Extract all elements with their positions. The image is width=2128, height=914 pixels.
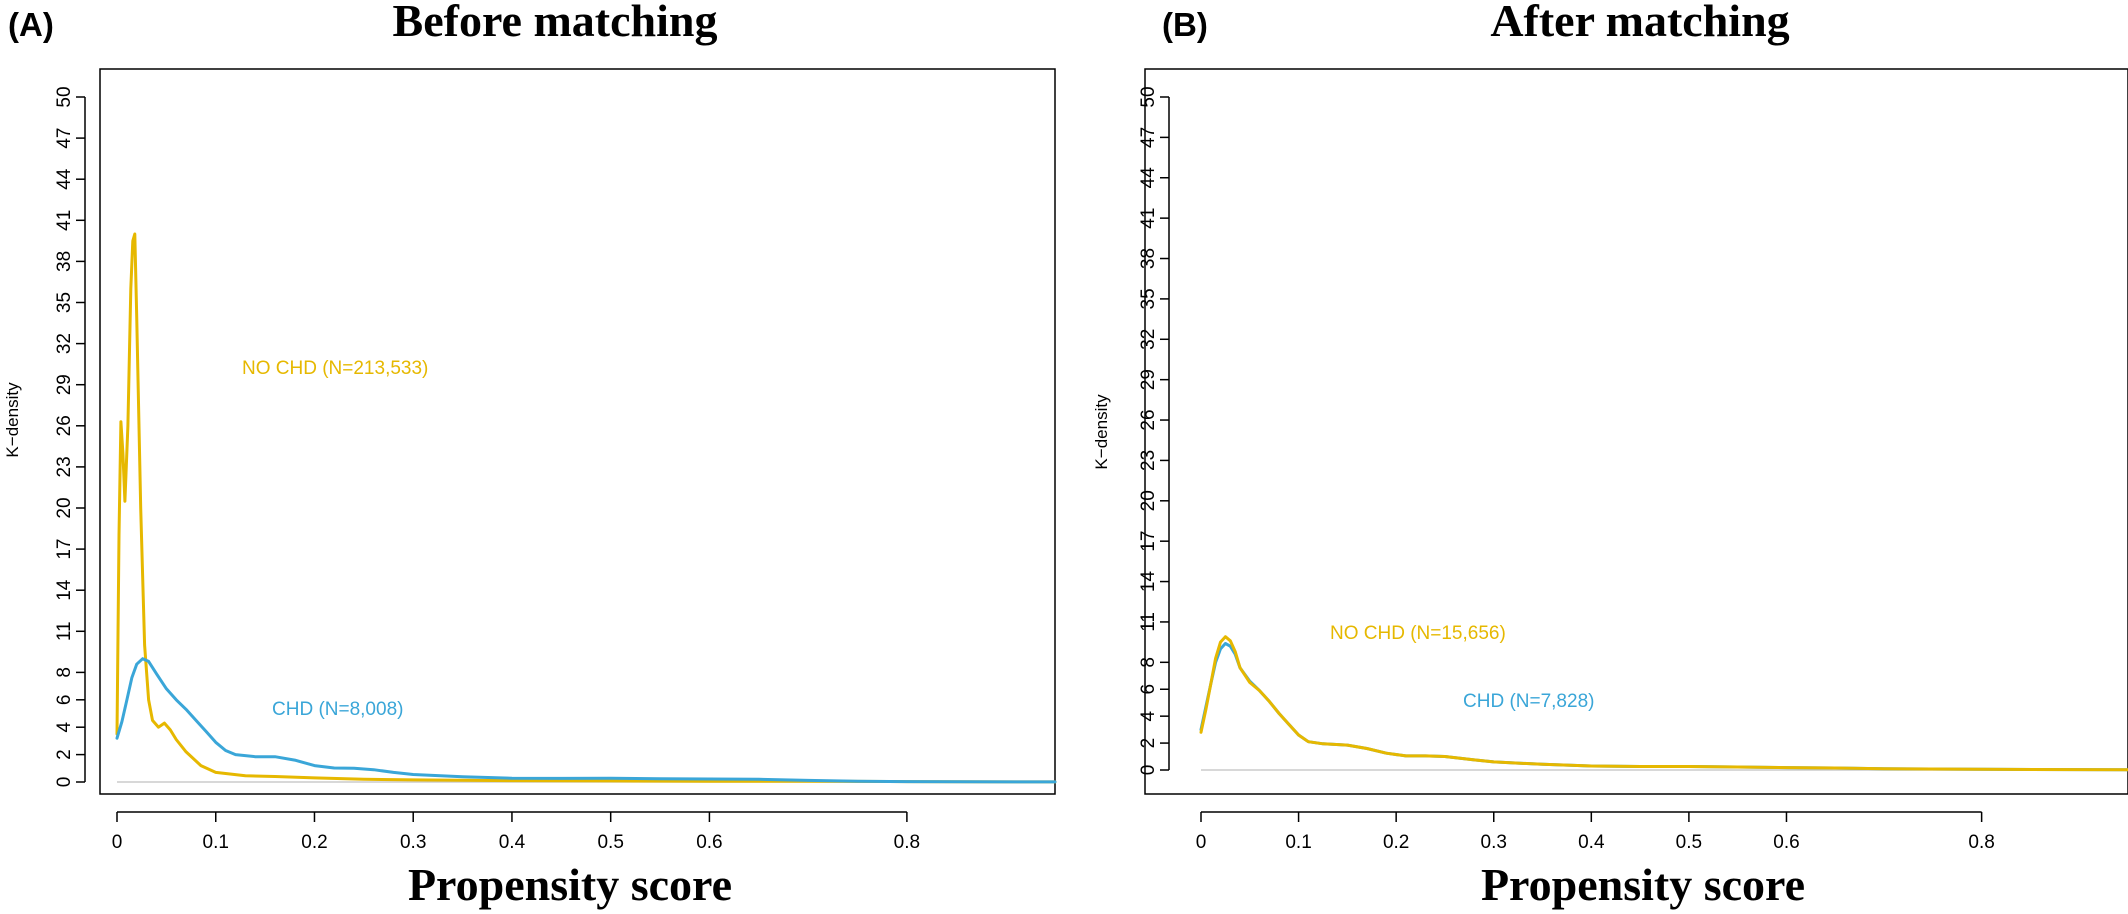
- panel-a-y-tick-label: 50: [54, 86, 75, 107]
- panel-a-y-axis: 0 2 4 6 8 11 14 17 20 23 26 29 32 35 38 41 44 47 50: [54, 86, 86, 788]
- panel-a-y-tick-label: 47: [54, 128, 75, 149]
- panel-b-letter: (B): [1162, 6, 1208, 43]
- panel-a-y-tick-label: 32: [54, 333, 75, 354]
- panel-b: (B) After matching 0 2 4 6 8 11 14 17 20 23 26 29 32…: [1092, 0, 2128, 910]
- panel-b-x-tick-label: 0.8: [1968, 832, 1994, 853]
- panel-b-no-chd-density-line: [1199, 635, 2128, 772]
- panel-b-x-tick-label: 0: [1196, 832, 1207, 853]
- panel-a-x-tick-label: 0.3: [400, 832, 426, 853]
- panel-b-x-tick-label: 0.5: [1676, 832, 1702, 853]
- panel-a-x-tick-label: 0: [112, 832, 123, 853]
- panel-a-y-axis-label: K−density: [3, 382, 22, 458]
- panel-a-x-tick-label: 0.1: [203, 832, 229, 853]
- panel-b-y-tick-label: 2: [1138, 738, 1159, 749]
- panel-b-title: After matching: [1490, 0, 1789, 46]
- panel-a-y-tick-label: 44: [54, 168, 75, 190]
- panel-a-chd-label: CHD (N=8,008): [272, 699, 403, 720]
- panel-b-x-axis-label: Propensity score: [1481, 859, 1805, 910]
- panel-a-series-layer: [115, 232, 1057, 784]
- panel-b-series-layer: [1199, 635, 2128, 772]
- panel-b-x-tick-label: 0.1: [1285, 832, 1311, 853]
- panel-b-y-tick-label: 23: [1138, 450, 1159, 471]
- panel-b-x-tick-label: 0.4: [1578, 832, 1605, 853]
- panel-a-x-axis-label: Propensity score: [408, 859, 732, 910]
- panel-a-y-tick-label: 0: [54, 777, 75, 788]
- panel-b-plot-frame: [1144, 68, 2128, 795]
- panel-b-y-tick-label: 20: [1138, 490, 1159, 511]
- panel-a-y-tick-label: 8: [54, 667, 75, 678]
- panel-a: (A) Before matching 0 2 4 6 8 11 14 17 20 23 26 29 3…: [3, 0, 1057, 910]
- panel-a-title: Before matching: [393, 0, 718, 46]
- panel-b-y-tick-label: 38: [1138, 248, 1159, 269]
- panel-b-y-tick-label: 0: [1138, 765, 1159, 776]
- panel-a-x-tick-label: 0.4: [499, 832, 526, 853]
- panel-b-x-tick-label: 0.3: [1481, 832, 1507, 853]
- panel-a-y-tick-label: 26: [54, 415, 75, 436]
- panel-a-x-tick-label: 0.2: [301, 832, 327, 853]
- panel-b-x-tick-label: 0.2: [1383, 832, 1409, 853]
- panel-b-y-tick-label: 14: [1138, 571, 1159, 593]
- panel-a-y-tick-label: 41: [54, 210, 75, 231]
- panel-a-x-tick-label: 0.8: [894, 832, 920, 853]
- panel-b-y-tick-label: 29: [1138, 369, 1159, 390]
- panel-b-y-tick-label: 6: [1138, 684, 1159, 695]
- panel-a-y-tick-label: 11: [54, 621, 75, 641]
- panel-a-letter: (A): [8, 6, 54, 43]
- panel-b-y-tick-label: 32: [1138, 329, 1159, 350]
- panel-a-y-tick-label: 20: [54, 497, 75, 518]
- panel-b-y-tick-label: 4: [1138, 710, 1159, 721]
- panel-b-y-tick-label: 44: [1138, 167, 1159, 189]
- panel-a-x-tick-label: 0.6: [696, 832, 722, 853]
- panel-a-no-chd-label: NO CHD (N=213,533): [242, 358, 428, 379]
- panel-a-y-tick-label: 38: [54, 251, 75, 272]
- panel-b-y-tick-label: 47: [1138, 127, 1159, 148]
- panel-b-y-axis: 0 2 4 6 8 11 14 17 20 23 26 29 32 35 38 41 44 47 50: [1138, 86, 1170, 776]
- panel-a-x-axis: 0 0.1 0.2 0.3 0.4 0.5 0.6 0.8: [112, 811, 920, 853]
- panel-b-y-tick-label: 11: [1138, 612, 1159, 632]
- panel-a-y-tick-label: 4: [54, 721, 75, 732]
- panel-a-y-tick-label: 14: [54, 579, 75, 601]
- panel-b-y-tick-label: 17: [1138, 531, 1159, 552]
- panel-b-y-tick-label: 35: [1138, 288, 1159, 309]
- panel-b-no-chd-label: NO CHD (N=15,656): [1330, 623, 1506, 644]
- panel-a-x-tick-label: 0.5: [597, 832, 623, 853]
- panel-b-y-tick-label: 8: [1138, 657, 1159, 668]
- panel-a-y-tick-label: 2: [54, 749, 75, 760]
- panel-b-y-tick-label: 41: [1138, 208, 1159, 229]
- panel-b-chd-label: CHD (N=7,828): [1463, 691, 1594, 712]
- panel-a-y-tick-label: 29: [54, 374, 75, 395]
- panel-a-chd-density-line: [115, 657, 1057, 784]
- panel-b-x-axis: 0 0.1 0.2 0.3 0.4 0.5 0.6 0.8: [1196, 811, 1995, 853]
- panel-a-no-chd-density-line: [115, 232, 1057, 784]
- panel-b-chd-density-line: [1199, 642, 2128, 772]
- panel-a-y-tick-label: 6: [54, 695, 75, 706]
- panel-b-y-tick-label: 26: [1138, 409, 1159, 430]
- panel-a-y-tick-label: 17: [54, 539, 75, 560]
- panel-a-y-tick-label: 23: [54, 456, 75, 477]
- panel-b-y-tick-label: 50: [1138, 86, 1159, 107]
- panel-a-plot-frame: [99, 68, 1056, 795]
- panel-b-x-tick-label: 0.6: [1773, 832, 1799, 853]
- panel-a-y-tick-label: 35: [54, 292, 75, 313]
- panel-b-y-axis-label: K−density: [1092, 394, 1111, 470]
